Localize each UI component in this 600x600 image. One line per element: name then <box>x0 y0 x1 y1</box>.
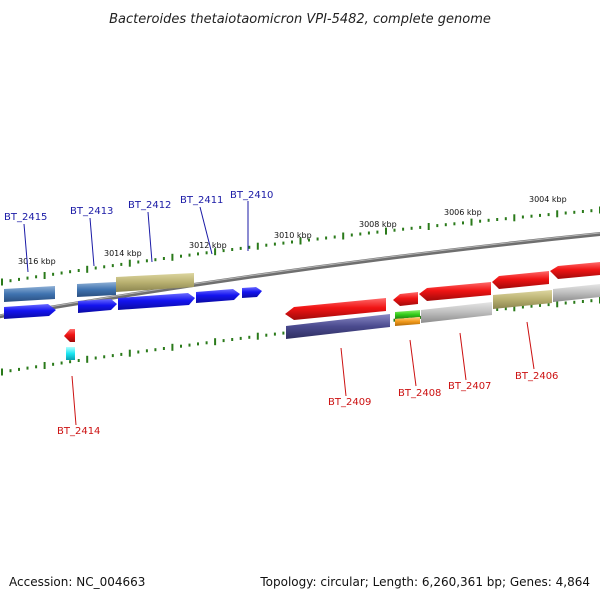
blast-block-olive <box>493 290 552 309</box>
forward-gene-label: BT_2410 <box>230 190 273 201</box>
forward-cds-arrow <box>118 293 195 310</box>
scale-label: 3016 kbp <box>18 257 56 266</box>
map-title: Bacteroides thetaiotaomicron VPI-5482, c… <box>109 12 491 27</box>
blast-block-grey <box>421 302 492 323</box>
forward-gene-label: BT_2413 <box>70 206 113 217</box>
reverse-gene-label: BT_2407 <box>448 381 491 392</box>
blast-block-purple <box>286 314 390 339</box>
genome-backbone <box>0 232 600 319</box>
reverse-gene-label: BT_2414 <box>57 426 100 437</box>
reverse-cds-arrow <box>419 282 491 301</box>
blast-block-steel <box>77 282 116 297</box>
forward-gene-label: BT_2411 <box>180 195 223 206</box>
forward-cds-arrow <box>4 304 56 319</box>
scale-label: 3012 kbp <box>189 241 227 250</box>
blast-block-cyan <box>66 347 75 360</box>
reverse-cds-arrow <box>64 329 75 342</box>
forward-label-leaders <box>23 201 249 273</box>
forward-gene-label: BT_2412 <box>128 200 171 211</box>
reverse-gene-label: BT_2409 <box>328 397 371 408</box>
reverse-label-leaders <box>71 321 535 426</box>
forward-gene-label: BT_2415 <box>4 212 47 223</box>
scale-label: 3004 kbp <box>529 195 567 204</box>
scale-label: 3010 kbp <box>274 231 312 240</box>
reverse-cds-arrow <box>550 262 600 279</box>
scale-label: 3006 kbp <box>444 208 482 217</box>
scale-label: 3008 kbp <box>359 220 397 229</box>
scale-label: 3014 kbp <box>104 249 142 258</box>
blast-block-olive <box>116 273 194 292</box>
blast-block-grey <box>553 284 600 302</box>
reverse-cds-arrow <box>285 298 386 320</box>
reverse-gene-label: BT_2406 <box>515 371 558 382</box>
forward-cds-arrow <box>78 299 117 313</box>
blast-block-orange <box>395 317 420 326</box>
blast-block-steel <box>4 286 55 302</box>
forward-cds-arrow <box>242 287 262 298</box>
forward-cds-arrow <box>196 289 240 303</box>
reverse-cds-arrow <box>492 271 549 289</box>
blast-block-green <box>395 310 420 319</box>
reverse-cds-arrow <box>393 292 418 306</box>
genome-summary-text: Topology: circular; Length: 6,260,361 bp… <box>259 575 590 589</box>
outer-scale-ticks <box>1 206 600 286</box>
reverse-gene-label: BT_2408 <box>398 388 441 399</box>
genome-backbone-highlight <box>0 232 600 316</box>
accession-text: Accession: NC_004663 <box>9 575 145 589</box>
